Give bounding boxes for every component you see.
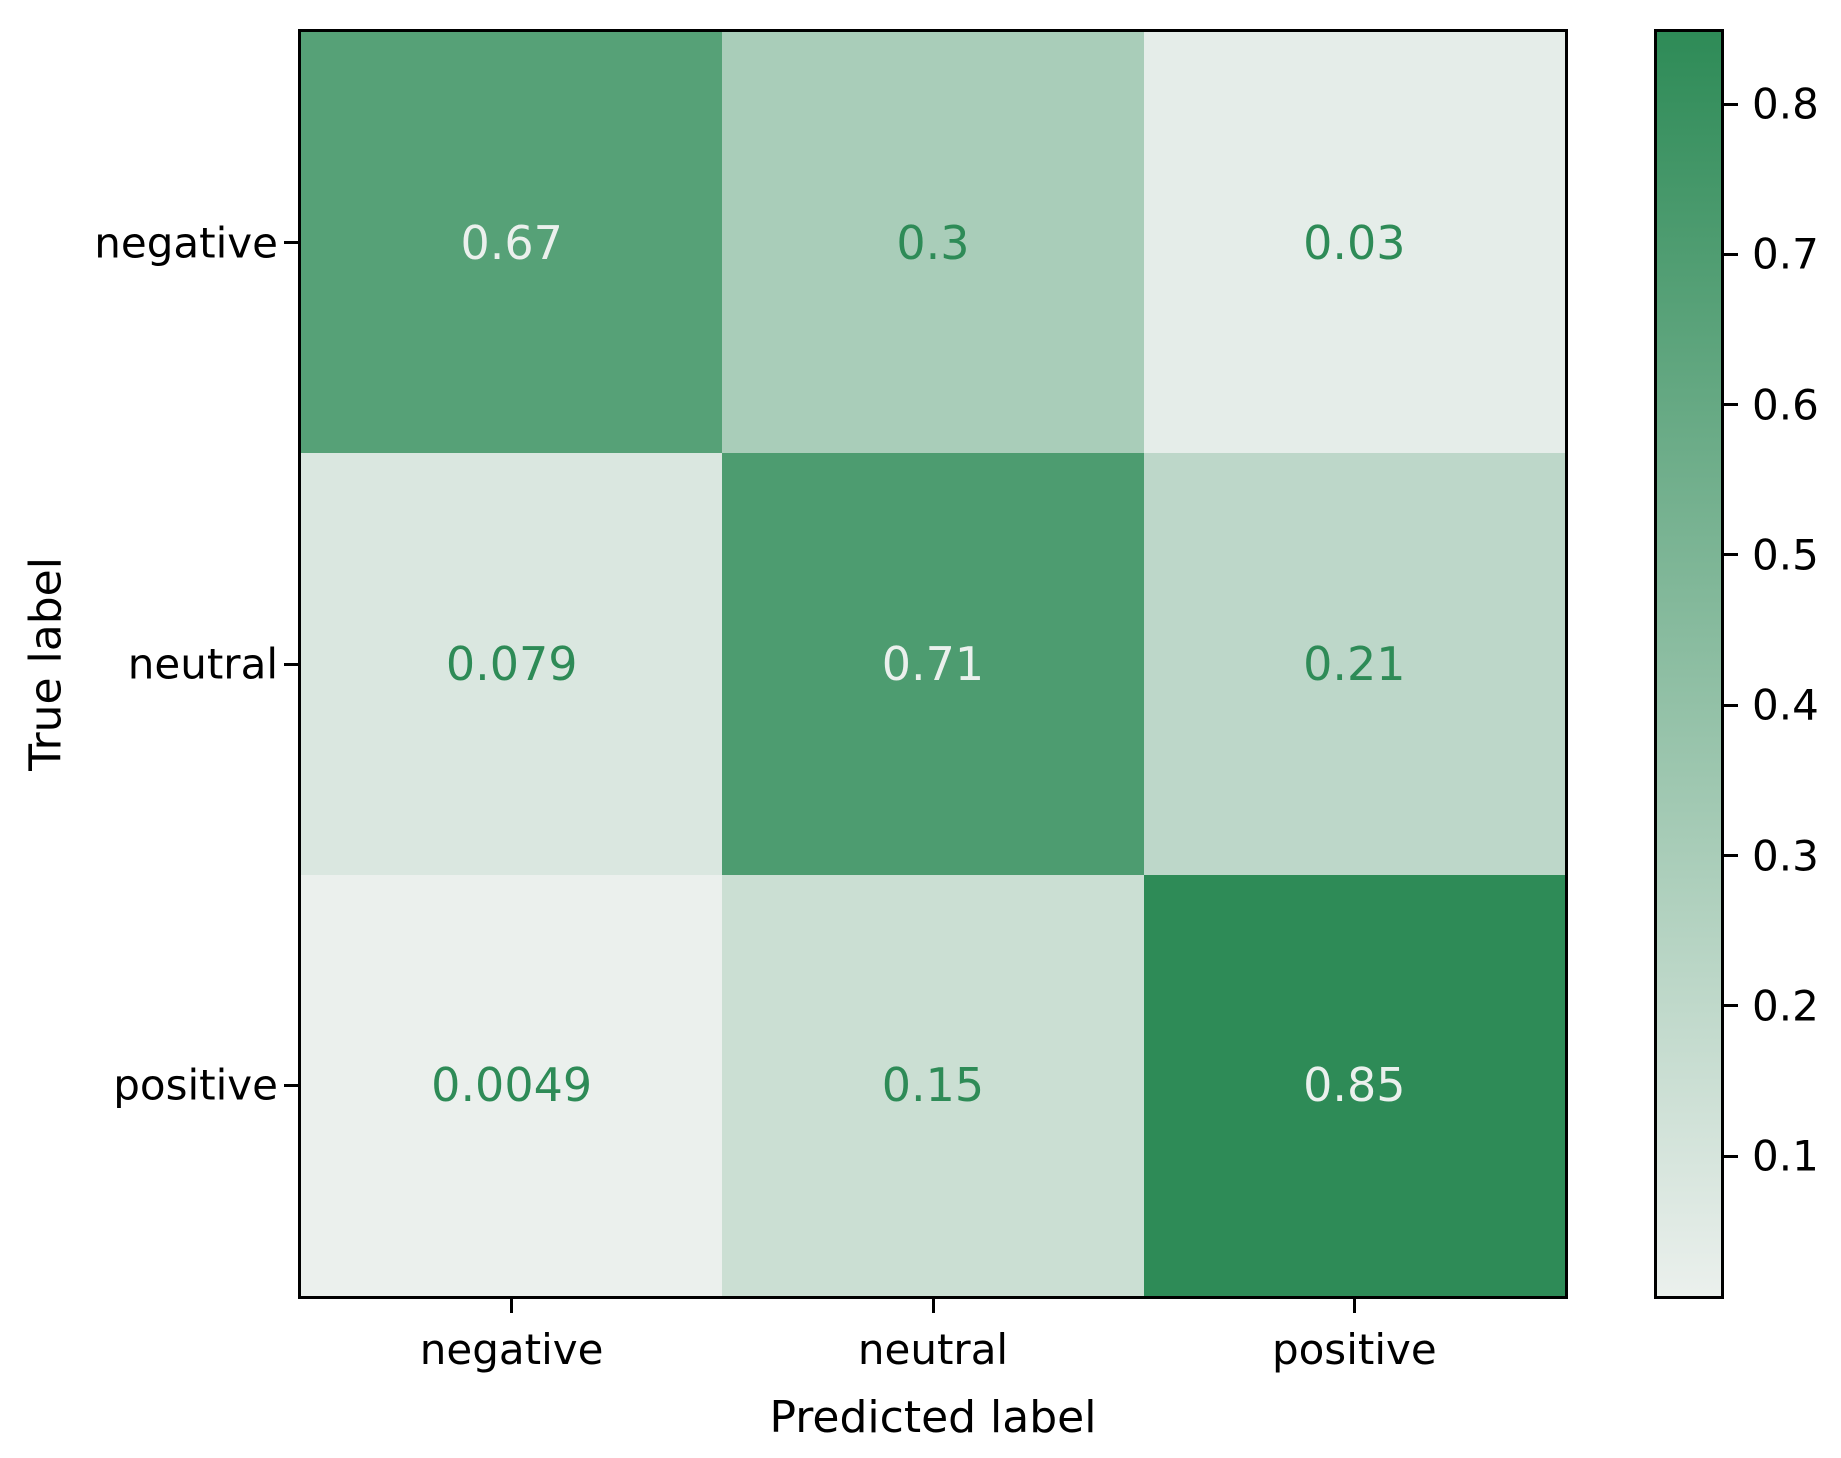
heatmap-cell-r0c1: 0.3 <box>722 32 1144 454</box>
cell-value: 0.85 <box>1303 1058 1406 1113</box>
heatmap-cell-r0c2: 0.03 <box>1143 32 1565 454</box>
colorbar-tick-mark <box>1724 252 1738 256</box>
cell-value: 0.0049 <box>431 1058 593 1113</box>
colorbar-tick-mark <box>1724 403 1738 407</box>
heatmap-cell-r2c1: 0.15 <box>722 874 1144 1296</box>
y-tick-mark <box>284 1083 298 1087</box>
colorbar-tick-label-0.7: 0.7 <box>1752 229 1819 279</box>
heatmap-cell-r2c0: 0.0049 <box>301 874 723 1296</box>
cell-value: 0.3 <box>896 215 970 270</box>
y-axis-label: True label <box>20 557 72 771</box>
colorbar-tick-label-0.6: 0.6 <box>1752 380 1819 430</box>
colorbar-tick-label-0.2: 0.2 <box>1752 981 1819 1031</box>
colorbar <box>1654 29 1724 1299</box>
x-tick-label-negative: negative <box>419 1325 604 1374</box>
cell-value: 0.67 <box>460 215 563 270</box>
heatmap-cell-r1c1: 0.71 <box>722 453 1144 875</box>
colorbar-tick-mark <box>1724 102 1738 106</box>
heatmap-cell-r2c2: 0.85 <box>1143 874 1565 1296</box>
colorbar-tick-mark <box>1724 1154 1738 1158</box>
colorbar-tick-mark <box>1724 553 1738 557</box>
y-tick-mark <box>284 662 298 666</box>
x-tick-label-positive: positive <box>1271 1325 1437 1374</box>
heatmap-cell-r1c2: 0.21 <box>1143 453 1565 875</box>
colorbar-tick-label-0.3: 0.3 <box>1752 831 1819 881</box>
colorbar-tick-mark <box>1724 703 1738 707</box>
y-tick-label-positive: positive <box>113 1060 278 1110</box>
y-tick-label-negative: negative <box>94 218 278 268</box>
x-tick-mark <box>931 1299 935 1313</box>
colorbar-tick-mark <box>1724 1004 1738 1008</box>
y-tick-label-neutral: neutral <box>127 639 278 689</box>
cell-value: 0.079 <box>445 636 578 691</box>
cell-value: 0.71 <box>881 636 985 691</box>
cell-value: 0.15 <box>881 1058 985 1113</box>
x-tick-mark <box>510 1299 514 1313</box>
cell-value: 0.21 <box>1303 636 1406 691</box>
heatmap-axes: 0.67 0.3 0.03 0.079 0.71 0.21 0.0049 0.15 0.85 <box>298 29 1568 1299</box>
heatmap-cell-r1c0: 0.079 <box>301 453 723 875</box>
colorbar-tick-mark <box>1724 854 1738 858</box>
y-tick-mark <box>284 241 298 245</box>
x-axis-label: Predicted label <box>769 1392 1097 1443</box>
x-tick-mark <box>1352 1299 1356 1313</box>
heatmap-cell-r0c0: 0.67 <box>301 32 723 454</box>
x-tick-label-neutral: neutral <box>857 1325 1009 1374</box>
colorbar-tick-label-0.4: 0.4 <box>1752 680 1819 730</box>
cell-value: 0.03 <box>1303 215 1406 270</box>
colorbar-tick-label-0.1: 0.1 <box>1752 1131 1819 1181</box>
colorbar-tick-label-0.8: 0.8 <box>1752 79 1819 129</box>
colorbar-tick-label-0.5: 0.5 <box>1752 530 1819 580</box>
